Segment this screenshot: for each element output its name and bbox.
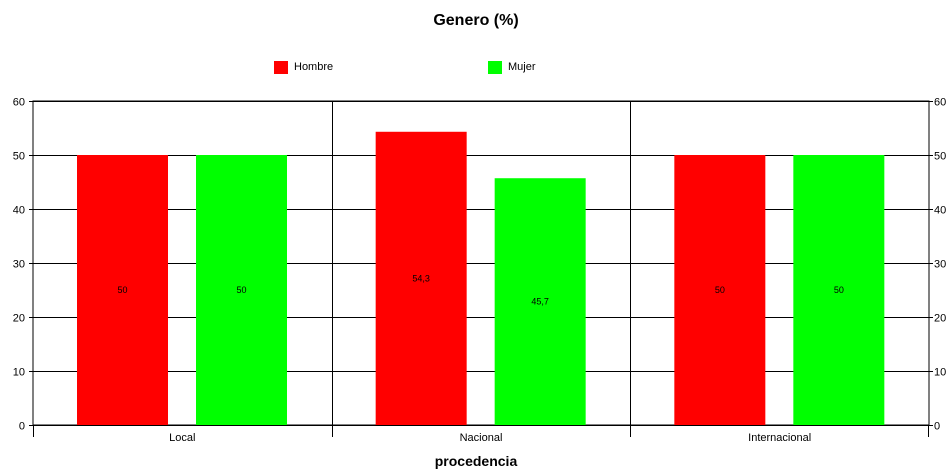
bar-label-mujer-nacional: 45,7 <box>531 297 549 307</box>
y-tick-label-left-20: 20 <box>13 313 25 325</box>
bar-label-hombre-internacional: 50 <box>715 285 725 295</box>
bar-label-mujer-internacional: 50 <box>834 285 844 295</box>
legend-item-hombre: Hombre <box>274 60 333 74</box>
legend-item-mujer: Mujer <box>488 60 536 74</box>
legend-label-mujer: Mujer <box>508 61 536 73</box>
bar-label-hombre-nacional: 54,3 <box>412 273 430 283</box>
y-tick-label-left-10: 10 <box>13 367 25 379</box>
bar-label-hombre-local: 50 <box>117 285 127 295</box>
legend-swatch-hombre <box>274 60 288 74</box>
bar-hombre-nacional <box>375 131 467 425</box>
y-tick-label-right-0: 0 <box>934 421 940 433</box>
legend-swatch-mujer <box>488 60 502 74</box>
y-tick-label-left-50: 50 <box>13 151 25 163</box>
y-tick-label-left-0: 0 <box>19 421 25 433</box>
y-tick-label-left-40: 40 <box>13 205 25 217</box>
y-tick-label-right-10: 10 <box>934 367 946 379</box>
y-tick-label-left-60: 60 <box>13 97 25 109</box>
bar-label-mujer-local: 50 <box>236 285 246 295</box>
legend-label-hombre: Hombre <box>294 61 334 73</box>
x-tick-label-internacional: Internacional <box>748 432 811 444</box>
x-tick-label-nacional: Nacional <box>460 432 503 444</box>
bar-hombre-local <box>77 155 168 425</box>
bar-mujer-nacional <box>494 178 586 425</box>
bar-hombre-internacional <box>674 155 766 425</box>
bar-mujer-internacional <box>793 155 885 425</box>
y-tick-label-right-20: 20 <box>934 313 946 325</box>
y-tick-label-right-40: 40 <box>934 205 946 217</box>
y-tick-label-right-50: 50 <box>934 151 946 163</box>
y-tick-label-left-30: 30 <box>13 259 25 271</box>
bar-mujer-local <box>196 155 287 425</box>
y-tick-label-right-60: 60 <box>934 97 946 109</box>
x-axis-title: procedencia <box>434 453 518 469</box>
y-tick-label-right-30: 30 <box>934 259 946 271</box>
x-tick-label-local: Local <box>169 432 195 444</box>
chart-title: Genero (%) <box>433 12 519 29</box>
